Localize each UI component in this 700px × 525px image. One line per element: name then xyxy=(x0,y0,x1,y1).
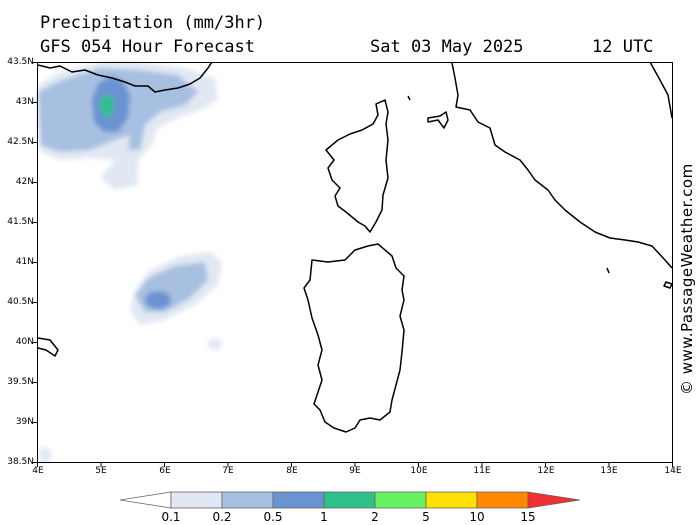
lat-label: 40N xyxy=(15,337,34,347)
lon-label: 8E xyxy=(286,466,298,476)
legend-label: 0.2 xyxy=(212,510,232,524)
legend-label: 2 xyxy=(371,510,379,524)
coastline-elba xyxy=(427,111,449,129)
lon-label: 4E xyxy=(32,466,44,476)
legend-swatch xyxy=(374,491,427,509)
lat-label: 39N xyxy=(15,417,34,427)
forecast-time: 12 UTC xyxy=(592,37,654,57)
precipitation-shading xyxy=(38,62,222,463)
lat-label: 41N xyxy=(15,257,34,267)
coastline-italy xyxy=(451,62,673,269)
precip-area-heavy xyxy=(145,291,171,309)
lon-label: 12E xyxy=(537,466,555,476)
coastline-france xyxy=(37,61,213,93)
legend-swatch xyxy=(170,491,223,509)
legend-label: 0.1 xyxy=(161,510,181,524)
legend-swatch xyxy=(323,491,376,509)
site-credit: © www.PassageWeather.com xyxy=(678,163,696,395)
coastline-island xyxy=(606,267,610,274)
coastline-italy-north xyxy=(649,61,673,119)
coastline-menorca xyxy=(37,337,59,357)
coastline-sardinia xyxy=(303,243,405,433)
lat-label: 41.5N xyxy=(7,217,34,227)
legend-label: 10 xyxy=(469,510,485,524)
legend-label: 0.5 xyxy=(263,510,283,524)
lon-label: 7E xyxy=(222,466,234,476)
lat-label: 40.5N xyxy=(7,297,34,307)
axis-ticks xyxy=(33,62,673,467)
legend-label: 1 xyxy=(320,510,328,524)
lon-label: 14E xyxy=(664,466,682,476)
legend-label: 15 xyxy=(520,510,536,524)
precip-area-medium xyxy=(135,262,208,312)
coastline-island xyxy=(663,281,673,289)
legend-swatch xyxy=(425,491,478,509)
lon-label: 13E xyxy=(600,466,618,476)
lat-label: 39.5N xyxy=(7,377,34,387)
legend-arrow-low xyxy=(119,491,172,509)
map-title: Precipitation (mm/3hr) xyxy=(40,13,266,33)
precip-area-light xyxy=(39,447,51,463)
legend-swatch xyxy=(272,491,325,509)
precip-area-max xyxy=(100,95,114,117)
legend-swatch xyxy=(476,491,529,509)
lat-label: 43.5N xyxy=(7,57,34,67)
lon-label: 11E xyxy=(473,466,491,476)
lat-label: 43N xyxy=(15,97,34,107)
lon-label: 5E xyxy=(95,466,107,476)
lat-label: 42.5N xyxy=(7,137,34,147)
lat-label: 38.5N xyxy=(7,457,34,467)
forecast-date: Sat 03 May 2025 xyxy=(370,37,524,57)
legend-swatch xyxy=(221,491,274,509)
legend-arrow-high xyxy=(527,491,581,509)
precip-area-light xyxy=(208,338,222,350)
legend-label: 5 xyxy=(422,510,430,524)
lon-label: 9E xyxy=(349,466,361,476)
lon-label: 6E xyxy=(159,466,171,476)
coastline-italy xyxy=(407,95,411,101)
coastline-corsica xyxy=(325,99,389,233)
lat-label: 42N xyxy=(15,177,34,187)
forecast-model: GFS 054 Hour Forecast xyxy=(40,37,255,57)
lon-label: 10E xyxy=(410,466,428,476)
legend-colorbar xyxy=(119,491,581,509)
